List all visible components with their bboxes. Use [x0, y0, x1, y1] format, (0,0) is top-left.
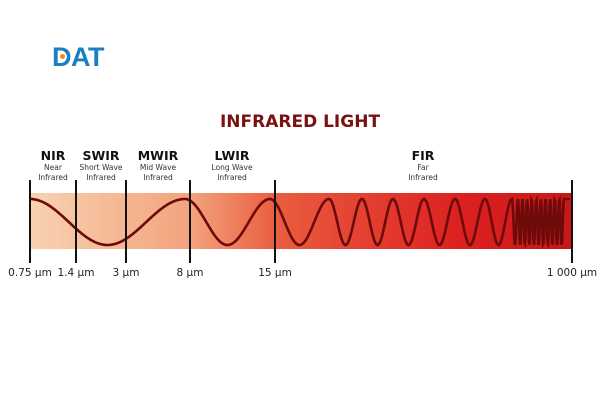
band-abbr: SWIR [82, 148, 119, 163]
band-abbr: LWIR [214, 148, 249, 163]
band-name-line1: Short Wave [79, 163, 122, 172]
band-name-line1: Mid Wave [140, 163, 177, 172]
band-name-line2: Infrared [86, 173, 116, 182]
band-abbr: MWIR [138, 148, 179, 163]
band-name-line2: Infrared [38, 173, 68, 182]
diagram-title: INFRARED LIGHT [219, 112, 381, 132]
boundary-label: 0.75 µm [8, 267, 52, 279]
boundary-label: 1 000 µm [547, 267, 597, 279]
boundary-label: 1.4 µm [58, 267, 95, 279]
boundary-label: 15 µm [258, 267, 292, 279]
wave-line [30, 194, 570, 250]
band-name-line1: Near [44, 163, 63, 172]
boundary-label: 8 µm [177, 267, 204, 279]
band-name-line2: Infrared [408, 173, 438, 182]
band-name-line1: Far [417, 163, 429, 172]
band-name-line2: Infrared [143, 173, 173, 182]
logo-icon [58, 52, 67, 61]
logo: DAT [52, 42, 105, 73]
boundary-label: 3 µm [113, 267, 140, 279]
band-name-line2: Infrared [217, 173, 247, 182]
band-name-line1: Long Wave [211, 163, 253, 172]
band-abbr: NIR [41, 148, 66, 163]
band-abbr: FIR [412, 148, 435, 163]
